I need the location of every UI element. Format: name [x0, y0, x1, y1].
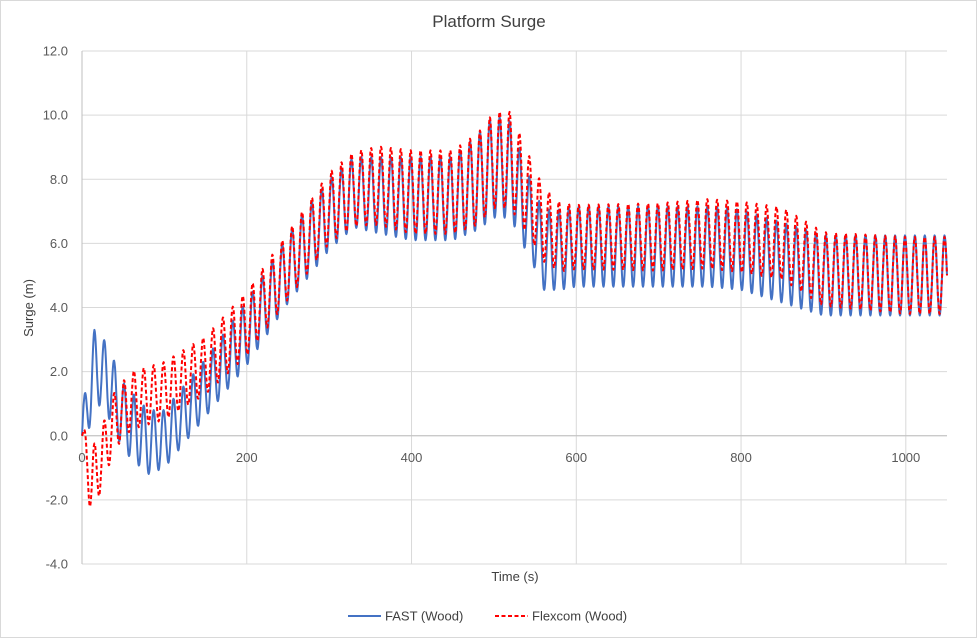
x-tick-label: 200	[236, 450, 258, 465]
legend: FAST (Wood) Flexcom (Wood)	[348, 609, 627, 624]
x-tick-label: 400	[401, 450, 423, 465]
x-tick-label: 1000	[891, 450, 920, 465]
chart-title: Platform Surge	[432, 12, 545, 31]
x-tick-label: 800	[730, 450, 752, 465]
y-tick-label: 4.0	[50, 300, 68, 315]
y-tick-label: -2.0	[46, 492, 68, 507]
y-tick-label: 0.0	[50, 428, 68, 443]
x-tick-label: 600	[565, 450, 587, 465]
y-axis-title: Surge (m)	[21, 279, 36, 337]
legend-label-1: FAST (Wood)	[385, 609, 463, 624]
series-layer	[81, 110, 948, 508]
x-axis-title: Time (s)	[491, 569, 538, 584]
series-line-2	[81, 110, 948, 508]
axes	[81, 51, 947, 564]
y-tick-label: 12.0	[43, 44, 68, 59]
y-tick-label: -4.0	[46, 557, 68, 572]
grid-lines	[81, 50, 947, 565]
x-tick-label: 0	[78, 450, 85, 465]
y-tick-label: 2.0	[50, 364, 68, 379]
tick-labels: -4.0 -2.0 0.0 2.0 4.0 6.0 8.0 10.0 12.0 0 200 400 60…	[43, 44, 921, 572]
y-tick-label: 6.0	[50, 236, 68, 251]
y-tick-label: 8.0	[50, 172, 68, 187]
series-line-1	[81, 116, 948, 475]
legend-label-2: Flexcom (Wood)	[532, 609, 627, 624]
y-tick-label: 10.0	[43, 108, 68, 123]
